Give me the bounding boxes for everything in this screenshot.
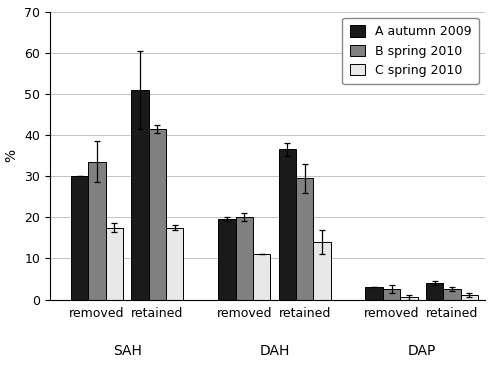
Bar xyxy=(278,149,296,300)
Bar xyxy=(106,227,123,300)
Bar xyxy=(400,298,417,300)
Bar xyxy=(132,90,148,300)
Bar xyxy=(314,242,330,300)
Bar xyxy=(88,162,106,300)
Bar xyxy=(166,227,184,300)
Text: DAP: DAP xyxy=(408,344,436,358)
Bar xyxy=(296,178,314,300)
Bar xyxy=(218,219,236,300)
Bar xyxy=(71,176,88,300)
Legend: A autumn 2009, B spring 2010, C spring 2010: A autumn 2009, B spring 2010, C spring 2… xyxy=(342,18,479,84)
Text: SAH: SAH xyxy=(112,344,142,358)
Bar xyxy=(236,217,253,300)
Text: DAH: DAH xyxy=(260,344,290,358)
Bar xyxy=(426,283,444,300)
Bar xyxy=(383,289,400,300)
Bar xyxy=(366,287,383,300)
Y-axis label: %: % xyxy=(4,149,18,162)
Bar xyxy=(444,289,460,300)
Bar xyxy=(253,254,270,300)
Bar xyxy=(148,129,166,300)
Bar xyxy=(460,295,478,300)
